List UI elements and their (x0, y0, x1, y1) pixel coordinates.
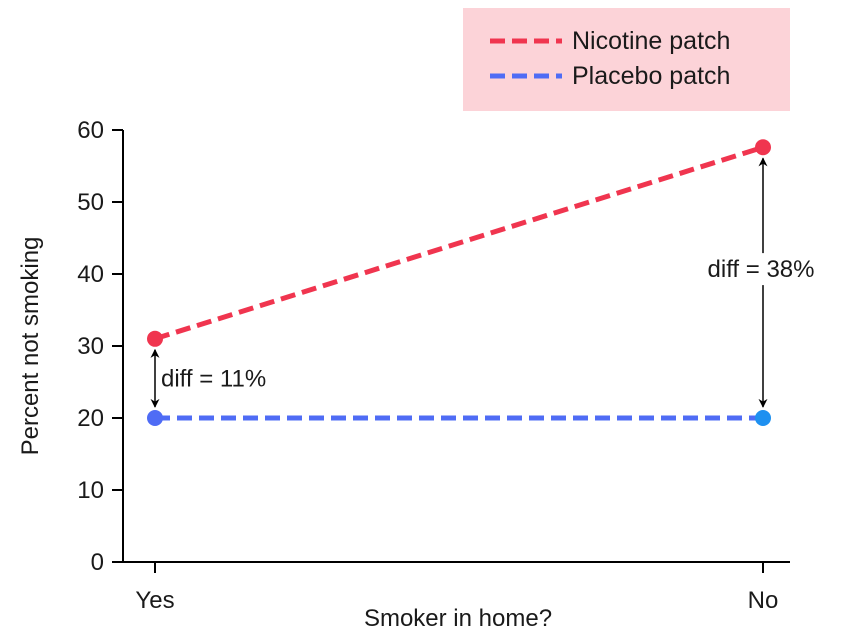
y-tick-label: 40 (77, 261, 104, 288)
legend-background (463, 8, 790, 111)
y-tick-label: 20 (77, 405, 104, 432)
legend-label-nicotine: Nicotine patch (572, 27, 730, 55)
axes (122, 130, 790, 563)
legend: Nicotine patch Placebo patch (463, 8, 790, 111)
annotations: diff = 11% diff = 38% (150, 157, 837, 408)
data-point-nicotine (147, 330, 163, 347)
data-point-placebo (147, 410, 163, 426)
x-axis-title: Smoker in home? (364, 605, 552, 632)
x-tick-label: Yes (135, 587, 174, 614)
difference-label: diff = 11% (161, 365, 266, 392)
x-axis-ticks: Yes No (135, 562, 778, 614)
series-layer (147, 139, 771, 426)
y-axis-ticks: 0 10 20 30 40 50 60 (77, 117, 123, 576)
legend-label-placebo: Placebo patch (572, 62, 730, 90)
data-point-nicotine (755, 139, 771, 156)
series-line-nicotine (154, 144, 764, 342)
y-tick-label: 30 (77, 333, 104, 360)
difference-label-background (685, 253, 837, 286)
y-tick-label: 10 (77, 477, 104, 504)
y-tick-label: 60 (77, 117, 104, 144)
y-axis-title: Percent not smoking (17, 237, 44, 456)
x-tick-label: No (748, 587, 779, 614)
y-tick-label: 0 (91, 549, 104, 576)
difference-label: diff = 38% (708, 256, 815, 283)
data-point-placebo (755, 410, 771, 426)
y-tick-label: 50 (77, 189, 104, 216)
